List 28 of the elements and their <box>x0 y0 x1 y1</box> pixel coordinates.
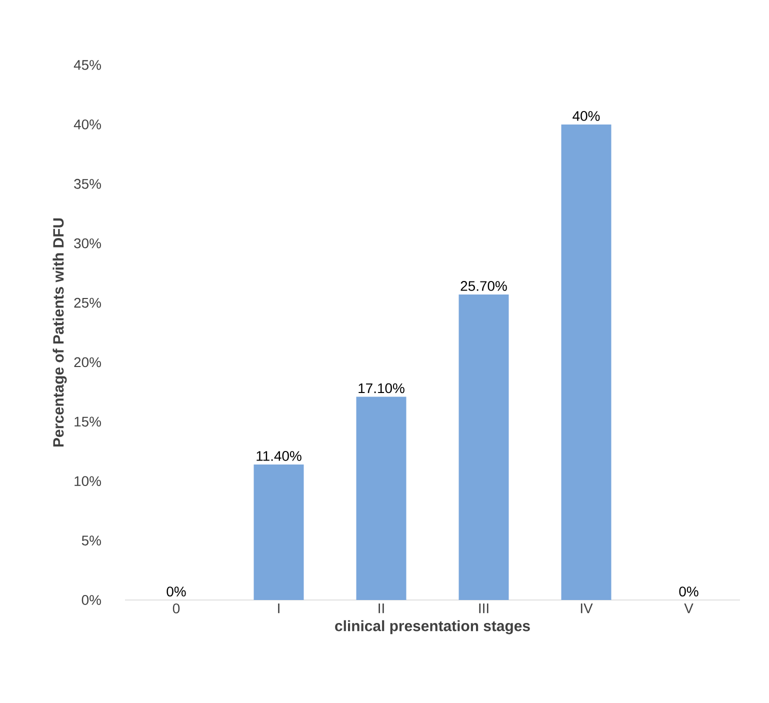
data-label: 40% <box>572 111 600 121</box>
data-label: 25.70% <box>460 281 507 291</box>
y-tick-label: 20% <box>74 357 101 368</box>
bar <box>356 396 406 600</box>
y-axis-title: Percentage of Patients with DFU <box>52 218 67 447</box>
x-tick-label: V <box>684 604 694 614</box>
y-tick-label: 0% <box>82 595 101 605</box>
bar <box>561 124 612 600</box>
data-label: 0% <box>679 586 698 596</box>
y-tick-label: 10% <box>74 476 101 486</box>
y-tick-label: 15% <box>74 416 101 427</box>
y-tick-label: 35% <box>74 178 101 189</box>
x-tick-label: III <box>479 604 488 614</box>
x-tick-label: 0 <box>172 604 180 614</box>
x-tick-label: II <box>378 604 384 614</box>
y-tick-label: 40% <box>74 119 101 130</box>
data-label: 11.40% <box>256 451 302 461</box>
y-tick-label: 5% <box>82 536 101 546</box>
y-tick-label: 25% <box>74 298 101 308</box>
x-tick-label: IV <box>580 604 593 614</box>
data-label: 17.10% <box>358 383 404 394</box>
x-tick-label: I <box>278 604 280 614</box>
bar <box>254 464 304 600</box>
y-tick-label: 30% <box>74 238 101 248</box>
x-axis-title: clinical presentation stages <box>335 620 530 634</box>
y-tick-label: 45% <box>74 60 101 70</box>
data-label: 0% <box>166 586 186 596</box>
bar <box>458 294 509 600</box>
